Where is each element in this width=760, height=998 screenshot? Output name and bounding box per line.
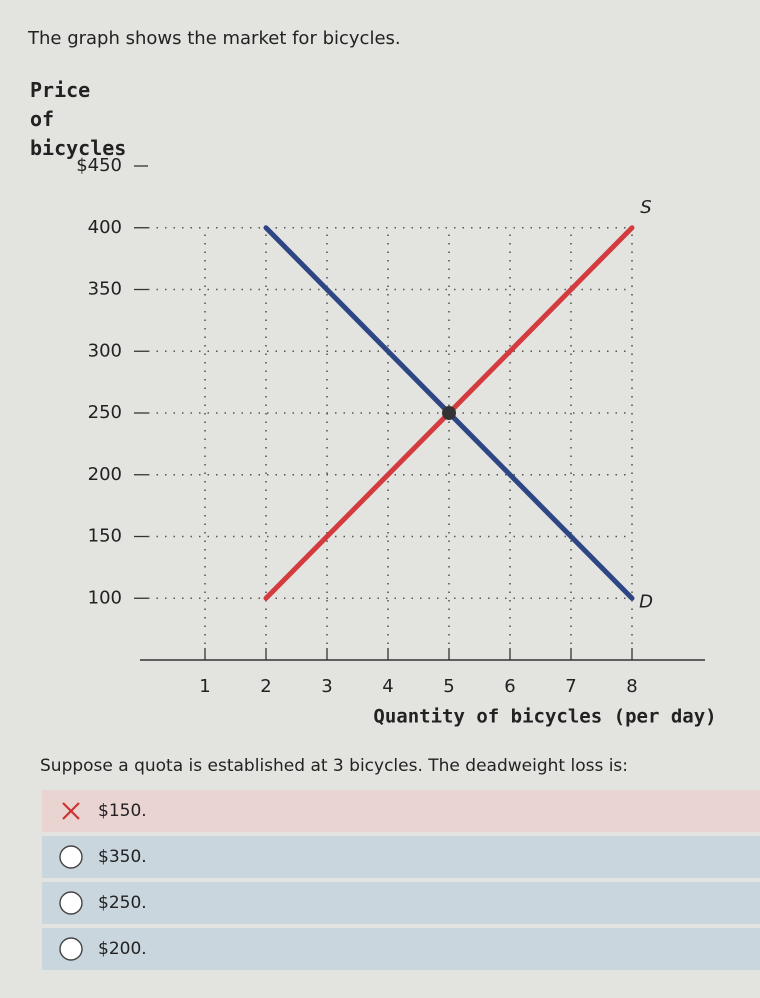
y-tick-label: 350 <box>88 279 122 300</box>
y-tick-label: 100 <box>88 587 122 608</box>
option-label: $200. <box>98 939 147 959</box>
x-tick-label: 7 <box>565 676 576 697</box>
radio <box>59 937 83 961</box>
option[interactable]: $200. <box>42 928 760 970</box>
y-tick-label: 300 <box>88 340 122 361</box>
x-tick-label: 3 <box>321 676 332 697</box>
x-tick-label: 8 <box>626 676 637 697</box>
options: $150. $350. $250. $200. <box>42 790 760 974</box>
radio <box>59 845 83 869</box>
series-label: D <box>639 591 653 612</box>
radio-circle <box>59 937 83 961</box>
x-axis-label: Quantity of bicycles (per day) <box>373 706 716 728</box>
y-tick-label: 150 <box>88 526 122 547</box>
y-tick-label: 400 <box>88 217 122 238</box>
radio-circle <box>59 845 83 869</box>
radio <box>59 891 83 915</box>
x-tick-label: 1 <box>199 676 210 697</box>
equilibrium-point <box>442 406 456 420</box>
x-tick-label: 6 <box>504 676 515 697</box>
x-tick-label: 2 <box>260 676 271 697</box>
option-label: $150. <box>98 801 147 821</box>
y-tick-label: 250 <box>88 402 122 423</box>
x-tick-label: 5 <box>443 676 454 697</box>
wrong-icon <box>62 802 80 820</box>
chart: 100 150 200 250 300 350 400 $450 1 2 3 4 5 6 7 8 Quantit… <box>76 155 716 728</box>
question: Suppose a quota is established at 3 bicy… <box>40 756 629 776</box>
option[interactable]: $250. <box>42 882 760 924</box>
option[interactable]: $350. <box>42 836 760 878</box>
option[interactable]: $150. <box>42 790 760 832</box>
option-label: $250. <box>98 893 147 913</box>
y-axis-label: Price of bicycles <box>30 78 127 160</box>
y-tick-label: $450 <box>76 155 122 176</box>
y-tick-label: 200 <box>88 464 122 485</box>
x-mark <box>62 802 80 820</box>
option-label: $350. <box>98 847 147 867</box>
x-tick-label: 4 <box>382 676 393 697</box>
series-label: S <box>640 197 651 218</box>
prompt: The graph shows the market for bicycles. <box>28 28 401 49</box>
radio-circle <box>59 891 83 915</box>
